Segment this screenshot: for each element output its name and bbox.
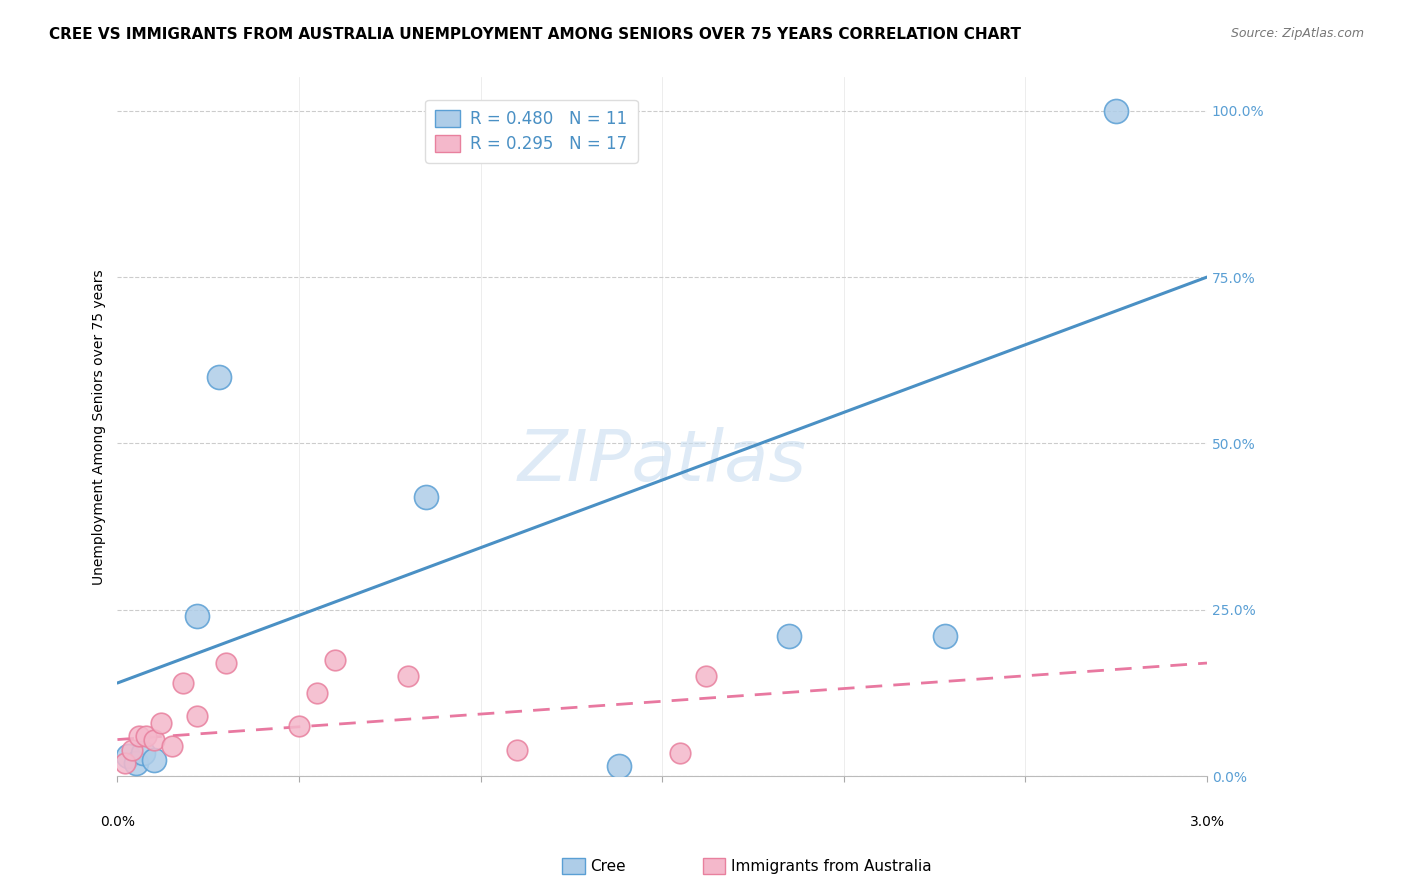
Point <box>607 759 630 773</box>
Point <box>135 729 157 743</box>
Point <box>695 669 717 683</box>
Text: 3.0%: 3.0% <box>1189 814 1225 829</box>
Point <box>288 719 311 733</box>
Point <box>186 609 208 624</box>
Point <box>121 742 143 756</box>
Text: 0.0%: 0.0% <box>100 814 135 829</box>
Point <box>132 746 155 760</box>
Point <box>186 709 208 723</box>
Point <box>215 656 238 670</box>
Point <box>669 746 692 760</box>
Point <box>117 749 139 764</box>
Point <box>124 756 146 770</box>
Point <box>415 490 437 504</box>
Point <box>172 676 194 690</box>
Point <box>396 669 419 683</box>
Text: ZIPatlas: ZIPatlas <box>517 427 807 496</box>
Point <box>307 686 329 700</box>
Point <box>506 742 529 756</box>
Legend: R = 0.480   N = 11, R = 0.295   N = 17: R = 0.480 N = 11, R = 0.295 N = 17 <box>426 100 637 162</box>
Point <box>128 729 150 743</box>
Point <box>142 752 165 766</box>
Y-axis label: Unemployment Among Seniors over 75 years: Unemployment Among Seniors over 75 years <box>93 269 107 584</box>
Text: Cree: Cree <box>591 859 626 873</box>
Text: Source: ZipAtlas.com: Source: ZipAtlas.com <box>1230 27 1364 40</box>
Text: CREE VS IMMIGRANTS FROM AUSTRALIA UNEMPLOYMENT AMONG SENIORS OVER 75 YEARS CORRE: CREE VS IMMIGRANTS FROM AUSTRALIA UNEMPL… <box>49 27 1021 42</box>
Point <box>142 732 165 747</box>
Point <box>1105 103 1128 118</box>
Point <box>160 739 183 754</box>
Text: Immigrants from Australia: Immigrants from Australia <box>731 859 932 873</box>
Point <box>778 629 800 643</box>
Point <box>325 653 347 667</box>
Point <box>114 756 136 770</box>
Point <box>934 629 956 643</box>
Point <box>208 370 231 384</box>
Point <box>150 715 173 730</box>
